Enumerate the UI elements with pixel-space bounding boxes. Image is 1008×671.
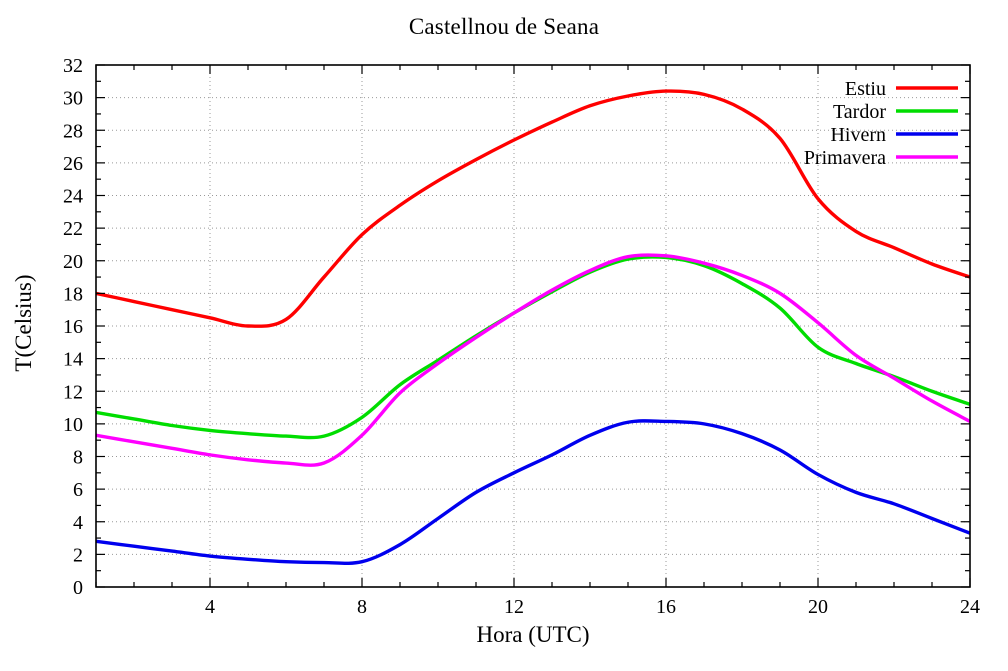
y-tick-label: 24 — [63, 186, 83, 208]
y-tick-label: 0 — [73, 577, 83, 599]
y-tick-label: 12 — [63, 381, 83, 403]
chart-title: Castellnou de Seana — [408, 14, 600, 39]
y-tick-label: 20 — [63, 251, 83, 273]
y-tick-label: 18 — [63, 283, 83, 305]
data-series-layer — [96, 89, 970, 565]
y-tick-label: 10 — [63, 414, 83, 436]
x-tick-label: 4 — [205, 596, 215, 618]
y-tick-label: 2 — [73, 544, 83, 566]
legend-label: Estiu — [845, 78, 886, 100]
x-tick-label: 8 — [357, 596, 367, 618]
y-tick-label: 16 — [63, 316, 83, 338]
y-tick-label: 28 — [63, 120, 83, 142]
x-tick-label: 16 — [656, 596, 676, 618]
y-tick-label: 26 — [63, 153, 83, 175]
y-tick-label: 8 — [73, 447, 83, 469]
y-tick-label: 30 — [63, 88, 83, 110]
x-tick-label: 24 — [960, 596, 980, 618]
x-axis-label: Hora (UTC) — [476, 622, 590, 647]
y-tick-label: 14 — [63, 349, 83, 371]
y-tick-label: 4 — [73, 512, 83, 534]
x-tick-label: 20 — [808, 596, 828, 618]
legend-label: Tardor — [833, 101, 886, 123]
legend-label: Hivern — [830, 124, 886, 146]
y-tick-label: 6 — [73, 479, 83, 501]
legend-label: Primavera — [804, 147, 886, 169]
x-tick-label: 12 — [504, 596, 524, 618]
y-tick-label: 32 — [63, 55, 83, 77]
y-tick-label: 22 — [63, 218, 83, 240]
axis-frame — [95, 64, 971, 588]
